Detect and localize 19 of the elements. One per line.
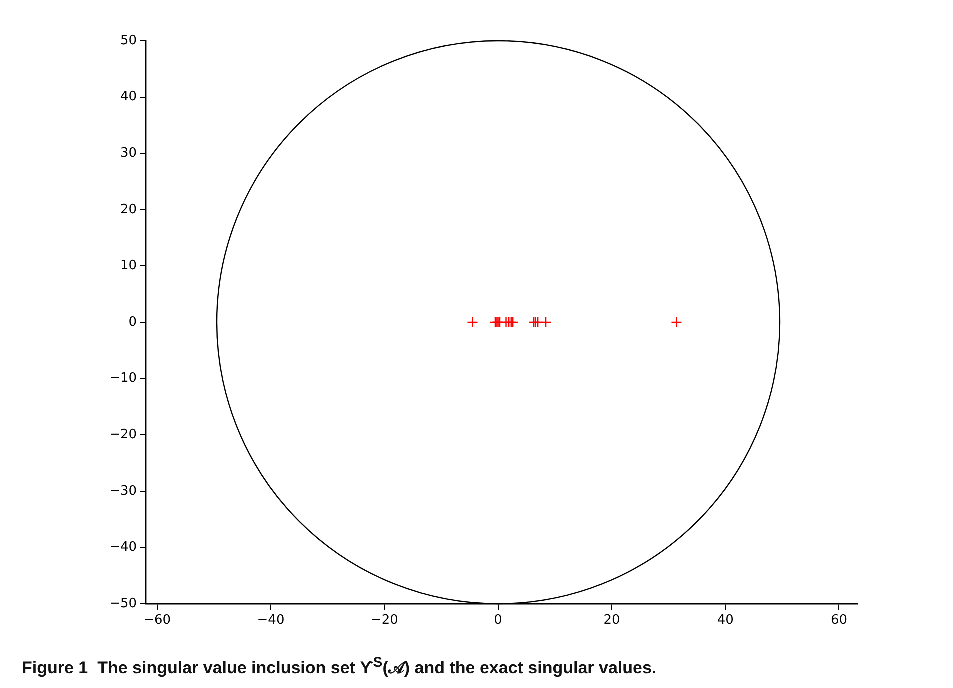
y-tick-label: −50 [110, 596, 137, 612]
x-tick-label: −20 [370, 613, 398, 628]
y-tick-label: −10 [110, 371, 137, 386]
x-tick-label: 40 [717, 613, 734, 628]
y-tick-label: 50 [120, 33, 137, 48]
x-tick-label: 20 [604, 613, 620, 628]
y-tick-label: 0 [128, 314, 137, 330]
x-tick-label: −40 [257, 613, 285, 628]
y-tick-label: 20 [120, 202, 137, 218]
x-tick-label: −60 [144, 613, 172, 628]
y-tick-label: 30 [120, 146, 137, 161]
y-tick-label: 40 [120, 90, 137, 105]
y-tick-label: 10 [120, 258, 137, 274]
x-tick-label: 0 [494, 613, 502, 628]
y-tick-label: −20 [110, 427, 137, 442]
caption: Figure 1 The singular value inclusion set ϒ$^{S}$(𝒜) and the exact singular values. [22, 655, 657, 679]
x-tick-label: 60 [830, 613, 848, 628]
y-tick-label: −30 [110, 484, 137, 499]
y-tick-label: −40 [110, 540, 137, 556]
